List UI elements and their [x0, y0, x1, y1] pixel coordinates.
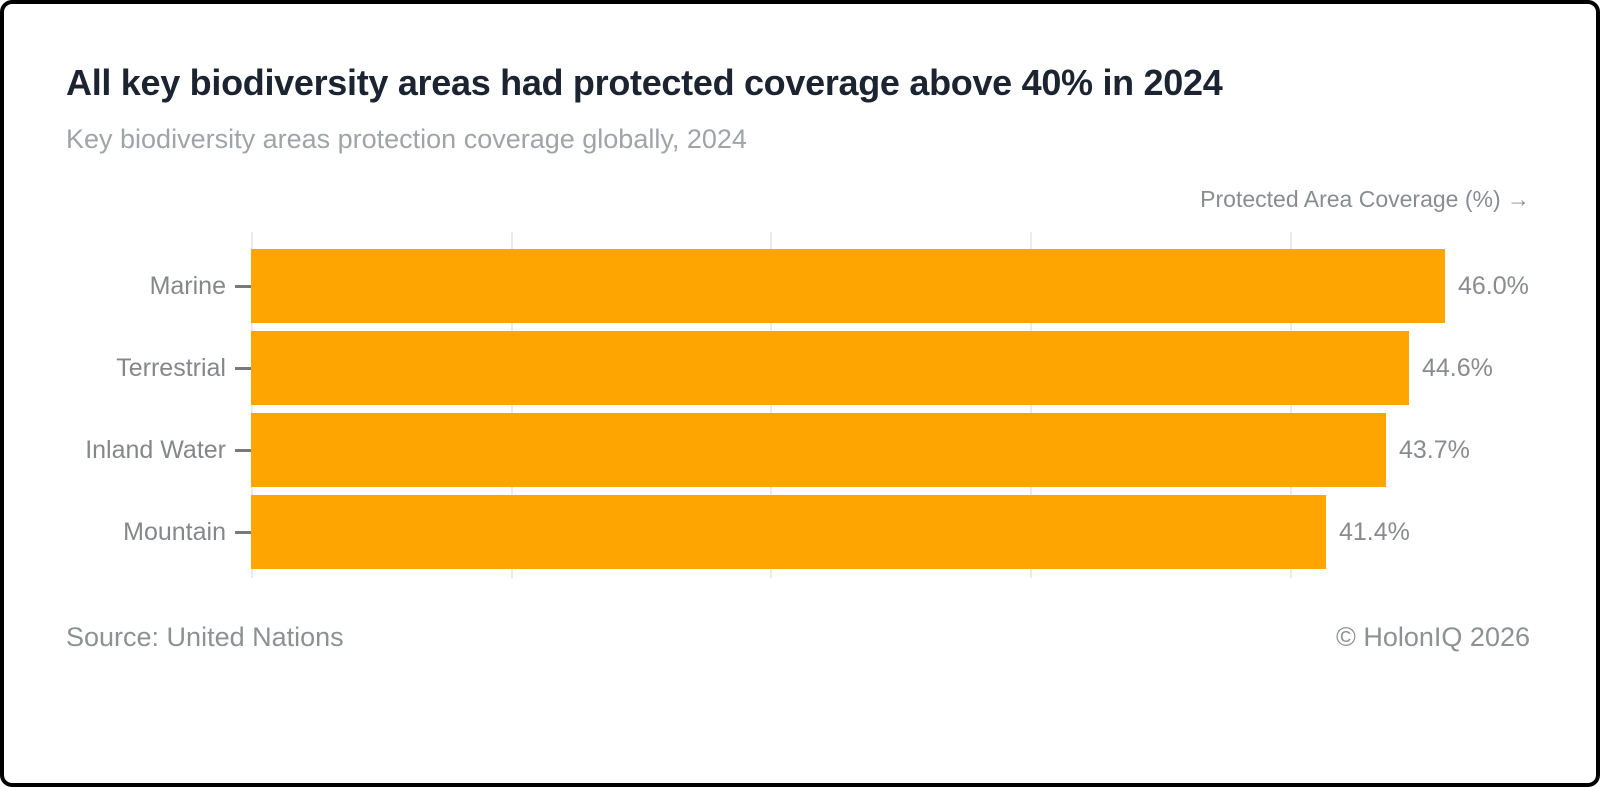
- category-row-mountain: Mountain: [123, 495, 251, 569]
- bar-inland-water: [251, 413, 1386, 487]
- gridline-x-30: [1030, 232, 1032, 578]
- y-axis-labels: Marine Terrestrial Inland Water Mountain: [4, 232, 251, 578]
- category-label-mountain: Mountain: [123, 517, 226, 546]
- category-label-marine: Marine: [149, 271, 226, 300]
- category-tick-marine: [235, 284, 251, 288]
- category-tick-terrestrial: [235, 366, 251, 370]
- bar-row-mountain: 41.4%: [251, 495, 1410, 569]
- value-label-inland-water: 43.7%: [1399, 435, 1470, 464]
- source-text: Source: United Nations: [66, 622, 344, 652]
- plot-area: 46.0% 44.6% 43.7% 41.4%: [251, 232, 1529, 578]
- gridline-x-10: [511, 232, 513, 578]
- copyright-text: © HolonIQ 2026: [1335, 622, 1530, 652]
- category-row-terrestrial: Terrestrial: [116, 331, 251, 405]
- category-tick-inland-water: [235, 448, 251, 452]
- bar-row-inland-water: 43.7%: [251, 413, 1470, 487]
- bar-terrestrial: [251, 331, 1409, 405]
- category-tick-mountain: [235, 530, 251, 534]
- category-row-marine: Marine: [150, 249, 251, 323]
- value-label-mountain: 41.4%: [1339, 517, 1410, 546]
- category-label-terrestrial: Terrestrial: [116, 353, 226, 382]
- chart-title: All key biodiversity areas had protected…: [66, 62, 1223, 103]
- chart-subtitle: Key biodiversity areas protection covera…: [66, 124, 747, 154]
- value-label-marine: 46.0%: [1458, 271, 1529, 300]
- bar-mountain: [251, 495, 1326, 569]
- x-axis-title: Protected Area Coverage (%) →: [1200, 186, 1530, 212]
- gridline-x-40: [1290, 232, 1292, 578]
- gridline-x-20: [770, 232, 772, 578]
- value-label-terrestrial: 44.6%: [1422, 353, 1493, 382]
- bar-row-marine: 46.0%: [251, 249, 1529, 323]
- category-row-inland-water: Inland Water: [85, 413, 251, 487]
- bar-row-terrestrial: 44.6%: [251, 331, 1493, 405]
- category-label-inland-water: Inland Water: [85, 435, 226, 464]
- bar-marine: [251, 249, 1445, 323]
- gridline-x-0: [251, 232, 253, 578]
